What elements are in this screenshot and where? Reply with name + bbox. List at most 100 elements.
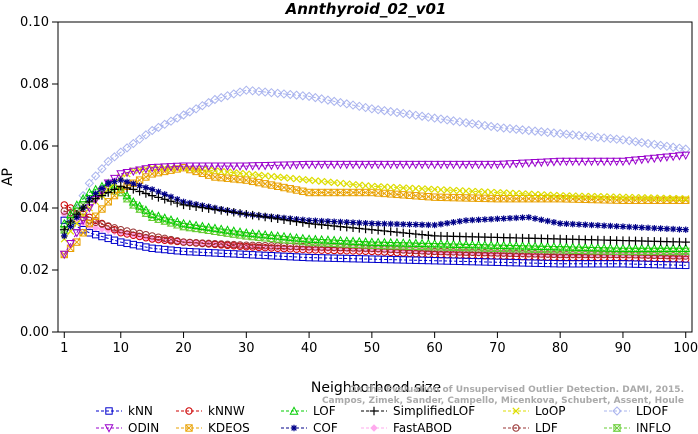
data-point-ldof bbox=[342, 99, 352, 109]
legend-item-loop: LoOP bbox=[503, 404, 566, 418]
data-point-loop bbox=[437, 186, 445, 194]
data-point-ldof bbox=[423, 112, 434, 122]
data-point-kdeos-cross bbox=[569, 195, 577, 203]
x-tick-label: 90 bbox=[615, 341, 632, 356]
data-point-ldof bbox=[624, 136, 634, 146]
data-point-cof bbox=[619, 223, 627, 230]
data-point-ldf-dot bbox=[163, 237, 166, 240]
data-point-loop bbox=[349, 180, 357, 189]
data-point-kdeos-cross bbox=[682, 196, 690, 204]
data-point-odin bbox=[59, 250, 69, 260]
data-point-loop bbox=[506, 189, 514, 197]
data-point-ldof bbox=[442, 115, 452, 125]
data-point-lof bbox=[568, 242, 578, 251]
data-point-lof bbox=[593, 242, 603, 252]
data-point-cof bbox=[456, 218, 463, 225]
data-point-odin bbox=[354, 160, 364, 170]
data-point-simplifiedlof bbox=[348, 223, 358, 233]
data-point-lof bbox=[386, 237, 396, 247]
data-point-cof bbox=[638, 224, 645, 231]
data-point-simplifiedlof bbox=[210, 205, 220, 214]
data-point-cof bbox=[607, 222, 614, 230]
data-point-ldof bbox=[404, 109, 415, 120]
data-point-ldof bbox=[354, 101, 365, 112]
data-point-cof bbox=[481, 216, 489, 223]
data-point-kdeos-cross bbox=[261, 180, 269, 188]
data-point-lof bbox=[128, 197, 138, 206]
data-point-ldof bbox=[542, 127, 553, 138]
data-point-simplifiedlof bbox=[185, 201, 195, 211]
data-point-ldf-dot bbox=[672, 254, 675, 257]
y-tick-label: 0.06 bbox=[20, 139, 49, 154]
y-tick-label: 0.04 bbox=[20, 201, 49, 216]
data-point-lof bbox=[549, 241, 559, 251]
data-point-lof bbox=[342, 236, 352, 245]
data-point-kdeos-cross bbox=[299, 187, 307, 195]
data-point-ldof bbox=[241, 85, 252, 95]
data-point-ldf-dot bbox=[94, 221, 97, 224]
data-point-odin bbox=[404, 160, 415, 170]
legend-label: kNN bbox=[128, 404, 153, 418]
data-point-lof bbox=[505, 240, 515, 250]
data-point-odin bbox=[549, 158, 559, 167]
data-point-loop bbox=[474, 187, 483, 196]
data-point-ldof bbox=[298, 91, 308, 101]
data-point-ldof bbox=[90, 171, 101, 181]
data-point-kdeos-cross bbox=[211, 173, 219, 181]
data-point-kdeos-cross bbox=[431, 193, 439, 201]
data-point-lof bbox=[499, 240, 509, 250]
data-point-loop bbox=[600, 193, 608, 201]
data-point-loop bbox=[336, 179, 345, 187]
data-point-simplifiedlof bbox=[405, 229, 414, 238]
data-point-ldf-dot bbox=[465, 251, 467, 254]
data-point-cof bbox=[525, 214, 532, 221]
data-point-odin bbox=[630, 156, 641, 166]
data-point-ldof bbox=[141, 130, 151, 140]
data-point-ldf-dot bbox=[301, 245, 304, 248]
legend-item-lof: LOF bbox=[281, 404, 336, 418]
data-point-cof bbox=[443, 219, 451, 227]
watermark-line-1: On the Evaluation of Unsupervised Outlie… bbox=[349, 385, 684, 395]
data-point-odin bbox=[335, 160, 346, 170]
data-point-ldf-dot bbox=[490, 251, 493, 254]
data-point-simplifiedlof bbox=[317, 220, 326, 229]
data-point-loop bbox=[682, 195, 690, 203]
data-point-ldf-dot bbox=[283, 245, 285, 248]
data-point-cof bbox=[462, 217, 470, 224]
data-point-loop bbox=[230, 169, 238, 177]
data-point-simplifiedlof bbox=[298, 218, 308, 227]
data-point-kdeos-cross bbox=[493, 195, 501, 203]
data-point-cof bbox=[550, 219, 558, 226]
data-point-lof bbox=[367, 237, 377, 246]
data-point-simplifiedlof bbox=[361, 224, 370, 234]
data-point-loop bbox=[380, 183, 389, 191]
data-point-simplifiedlof bbox=[323, 221, 333, 230]
data-point-cof bbox=[406, 221, 413, 228]
data-point-ldof bbox=[122, 143, 132, 153]
data-point-ldf-dot bbox=[107, 225, 110, 227]
legend-item-simplifiedlof: SimplifiedLOF bbox=[361, 404, 475, 418]
data-point-odin bbox=[116, 170, 126, 179]
data-point-lof bbox=[618, 243, 628, 252]
data-point-ldof bbox=[530, 126, 540, 136]
data-point-kdeos-cross bbox=[606, 196, 614, 204]
data-point-lof bbox=[235, 227, 245, 236]
data-point-lof bbox=[442, 239, 452, 248]
legend-swatch-marker bbox=[104, 424, 114, 433]
data-point-ldof bbox=[316, 94, 327, 104]
data-point-simplifiedlof bbox=[104, 188, 113, 197]
data-point-loop bbox=[625, 193, 633, 201]
data-point-lof bbox=[141, 205, 151, 214]
data-point-kdeos-cross bbox=[104, 198, 112, 206]
data-point-loop bbox=[424, 185, 432, 193]
data-point-ldof bbox=[348, 100, 358, 110]
data-point-simplifiedlof bbox=[399, 228, 408, 237]
data-point-lof bbox=[668, 243, 678, 252]
data-point-lof bbox=[643, 243, 653, 252]
data-point-odin bbox=[649, 154, 659, 164]
data-point-ldof bbox=[498, 123, 509, 133]
data-point-ldof bbox=[461, 118, 471, 128]
data-point-cof bbox=[418, 221, 426, 228]
data-point-cof bbox=[556, 220, 564, 227]
data-point-simplifiedlof bbox=[386, 227, 395, 236]
